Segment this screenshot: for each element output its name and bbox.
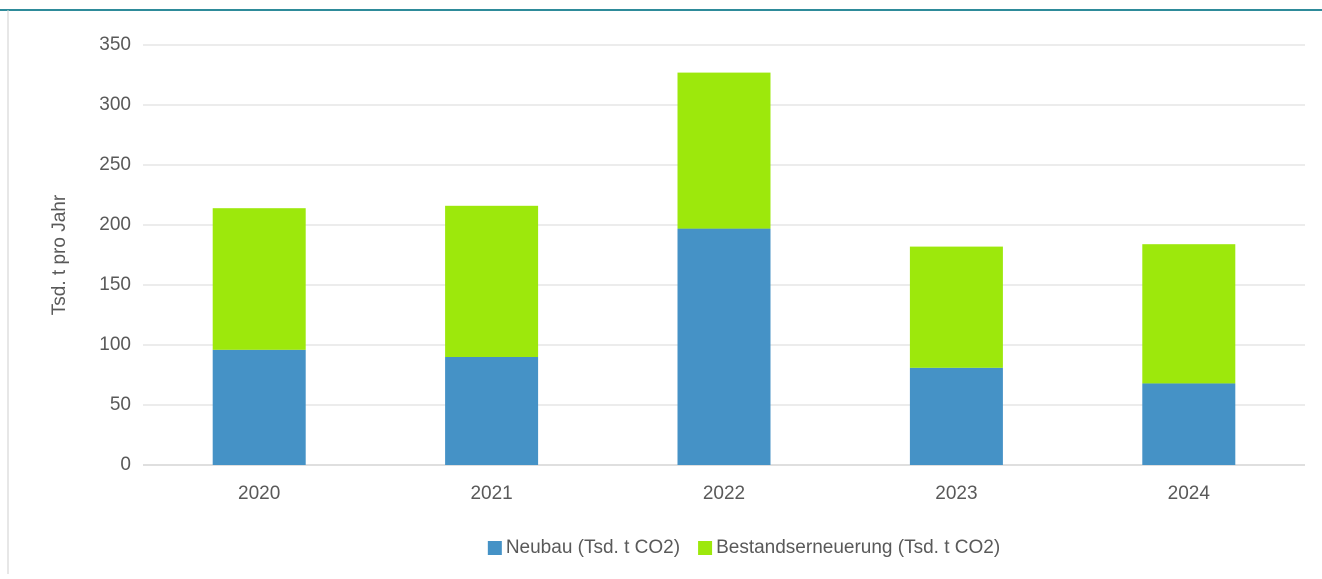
legend-label: Neubau (Tsd. t CO2)	[506, 537, 680, 558]
x-tick-label: 2022	[703, 483, 745, 504]
bar-segment	[1142, 383, 1236, 465]
bar-segment	[677, 72, 771, 229]
y-tick-label: 200	[99, 214, 131, 235]
bar-segment	[909, 367, 1003, 465]
y-tick-label: 0	[120, 454, 131, 475]
bar-segment	[909, 246, 1003, 368]
bar-segment	[445, 205, 539, 357]
legend-swatch	[698, 541, 713, 555]
bar-segment	[677, 228, 771, 465]
y-tick-label: 300	[99, 94, 131, 115]
x-tick-label: 2023	[935, 483, 977, 504]
bar-segment	[445, 357, 539, 465]
x-tick-label: 2020	[238, 483, 280, 504]
x-tick-label: 2021	[470, 483, 512, 504]
legend-label: Bestandserneuerung (Tsd. t CO2)	[716, 537, 1000, 558]
y-tick-label: 50	[110, 394, 131, 415]
y-tick-label: 150	[99, 274, 131, 295]
legend-swatch	[487, 541, 502, 555]
bar-segment	[212, 208, 306, 350]
y-axis-title: Tsd. t pro Jahr	[49, 194, 70, 315]
y-tick-label: 100	[99, 334, 131, 355]
bar-segment	[1142, 244, 1236, 384]
x-tick-label: 2024	[1168, 483, 1211, 504]
y-tick-label: 250	[99, 154, 131, 175]
bar-segment	[212, 349, 306, 465]
y-tick-label: 350	[99, 34, 131, 55]
